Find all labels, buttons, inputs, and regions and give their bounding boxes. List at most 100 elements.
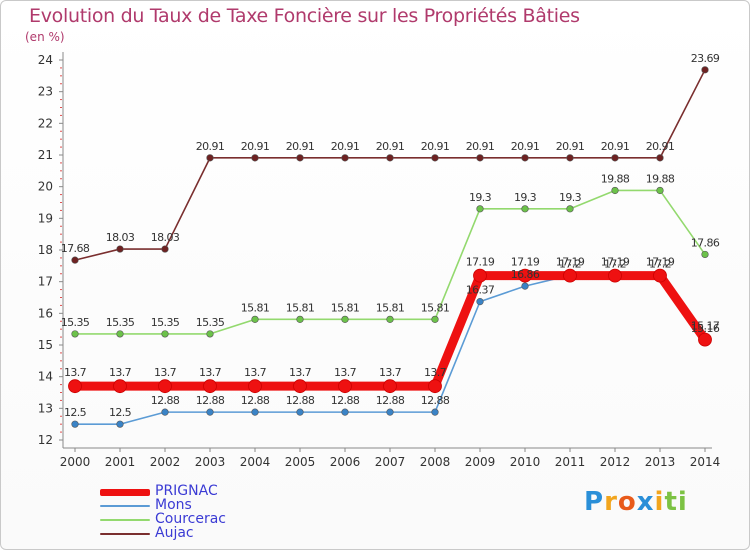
data-label-aujac-2010: 20.91: [511, 140, 540, 153]
data-label-prignac-2009: 17.19: [466, 256, 495, 269]
point-aujac-2007: [386, 154, 394, 162]
point-mons-2010: [521, 282, 529, 290]
point-aujac-2004: [251, 154, 259, 162]
data-label-aujac-2014: 23.69: [691, 52, 720, 65]
data-label-aujac-2013: 20.91: [646, 140, 675, 153]
y-tick-label-16: 16: [38, 306, 53, 320]
x-tick-label-2009: 2009: [465, 455, 496, 469]
point-courcerac-2007: [386, 315, 394, 323]
data-label-mons-2004: 12.88: [241, 394, 270, 407]
legend-item-courcerac: Courcerac: [100, 511, 300, 527]
point-courcerac-2009: [476, 205, 484, 213]
data-label-mons-2013: 17.2: [649, 257, 671, 270]
point-aujac-2011: [566, 154, 574, 162]
data-label-mons-2014: 15.16: [691, 322, 720, 335]
data-label-courcerac-2010: 19.3: [514, 191, 537, 204]
data-label-courcerac-2014: 17.86: [691, 236, 720, 249]
data-label-mons-2001: 12.5: [109, 406, 132, 419]
y-tick-label-20: 20: [38, 180, 53, 194]
y-tick-label-17: 17: [38, 275, 53, 289]
point-prignac-2002: [158, 379, 172, 394]
x-tick-label-2006: 2006: [330, 455, 361, 469]
point-prignac-2009: [473, 268, 487, 283]
data-label-prignac-2001: 13.7: [109, 366, 132, 379]
data-label-mons-2008: 12.88: [421, 394, 450, 407]
data-label-prignac-2002: 13.7: [154, 366, 177, 379]
point-courcerac-2008: [431, 315, 439, 323]
logo-letter: P: [584, 487, 605, 517]
y-tick-label-18: 18: [38, 243, 53, 257]
logo-letter: t: [664, 487, 678, 517]
data-label-courcerac-2000: 15.35: [61, 316, 90, 329]
data-label-prignac-2013: 17.19: [646, 256, 675, 269]
point-courcerac-2014: [701, 250, 709, 259]
legend-item-prignac: PRIGNAC: [100, 483, 300, 499]
point-courcerac-2002: [161, 330, 169, 338]
x-tick-label-2013: 2013: [645, 455, 676, 469]
y-tick-label-19: 19: [38, 211, 53, 225]
logo-letter: x: [636, 487, 655, 517]
x-tick-label-2008: 2008: [420, 455, 451, 469]
point-courcerac-2003: [206, 330, 214, 338]
legend-label-prignac: PRIGNAC: [155, 483, 218, 499]
data-labels: 12.5 12.5 12.88 12.88 12.88 12.88 12.88 12.88 12…: [61, 52, 721, 419]
data-label-courcerac-2002: 15.35: [151, 316, 180, 329]
point-aujac-2013: [656, 154, 664, 162]
x-tick-label-2011: 2011: [555, 455, 586, 469]
data-label-courcerac-2001: 15.35: [106, 316, 135, 329]
legend-label-mons: Mons: [155, 497, 192, 513]
point-courcerac-2000: [71, 330, 79, 338]
data-label-prignac-2007: 13.7: [379, 366, 402, 379]
point-prignac-2011: [563, 268, 577, 283]
data-label-prignac-2011: 17.19: [556, 256, 585, 269]
point-aujac-2000: [71, 256, 79, 264]
data-label-courcerac-2013: 19.88: [646, 172, 675, 185]
point-mons-2004: [251, 408, 259, 416]
point-courcerac-2010: [521, 205, 529, 213]
logo-letter: r: [604, 487, 618, 517]
data-label-mons-2006: 12.88: [331, 394, 360, 407]
legend-label-courcerac: Courcerac: [155, 511, 227, 527]
x-tick-label-2001: 2001: [105, 455, 136, 469]
point-courcerac-2006: [341, 315, 349, 323]
point-aujac-2009: [476, 154, 484, 162]
chart-title: Evolution du Taux de Taxe Foncière sur l…: [29, 5, 580, 27]
point-courcerac-2012: [611, 186, 619, 195]
x-tick-label-2012: 2012: [600, 455, 631, 469]
data-label-aujac-2011: 20.91: [556, 140, 585, 153]
point-prignac-2004: [248, 379, 262, 394]
data-label-prignac-2014: 15.17: [691, 320, 720, 333]
y-tick-label-23: 23: [38, 85, 53, 99]
data-label-prignac-2000: 13.7: [64, 366, 87, 379]
data-label-courcerac-2012: 19.88: [601, 172, 630, 185]
point-prignac-2007: [383, 379, 397, 394]
legend-item-aujac: Aujac: [100, 525, 300, 541]
point-aujac-2003: [206, 154, 214, 162]
point-prignac-2006: [338, 379, 352, 394]
data-label-mons-2000: 12.5: [64, 406, 87, 419]
data-label-aujac-2004: 20.91: [241, 140, 270, 153]
point-prignac-2008: [428, 379, 442, 394]
point-mons-2007: [386, 408, 394, 416]
point-courcerac-2005: [296, 315, 304, 323]
point-prignac-2005: [293, 379, 307, 394]
data-label-aujac-2008: 20.91: [421, 140, 450, 153]
data-label-courcerac-2011: 19.3: [559, 191, 582, 204]
legend-swatch-aujac: [100, 533, 150, 535]
data-label-courcerac-2008: 15.81: [421, 301, 450, 314]
point-aujac-2001: [116, 245, 124, 253]
data-label-mons-2003: 12.88: [196, 394, 225, 407]
x-tick-label-2003: 2003: [195, 455, 226, 469]
x-tick-label-2000: 2000: [60, 455, 91, 469]
x-tick-label-2007: 2007: [375, 455, 406, 469]
point-mons-2002: [161, 408, 169, 416]
point-prignac-2003: [203, 379, 217, 394]
point-prignac-2013: [653, 268, 667, 283]
x-tick-label-2014: 2014: [690, 455, 721, 469]
data-label-courcerac-2009: 19.3: [469, 191, 492, 204]
y-tick-label-14: 14: [38, 370, 53, 384]
data-label-courcerac-2004: 15.81: [241, 301, 270, 314]
point-mons-2005: [296, 408, 304, 416]
legend-item-mons: Mons: [100, 497, 300, 513]
data-label-aujac-2006: 20.91: [331, 140, 360, 153]
